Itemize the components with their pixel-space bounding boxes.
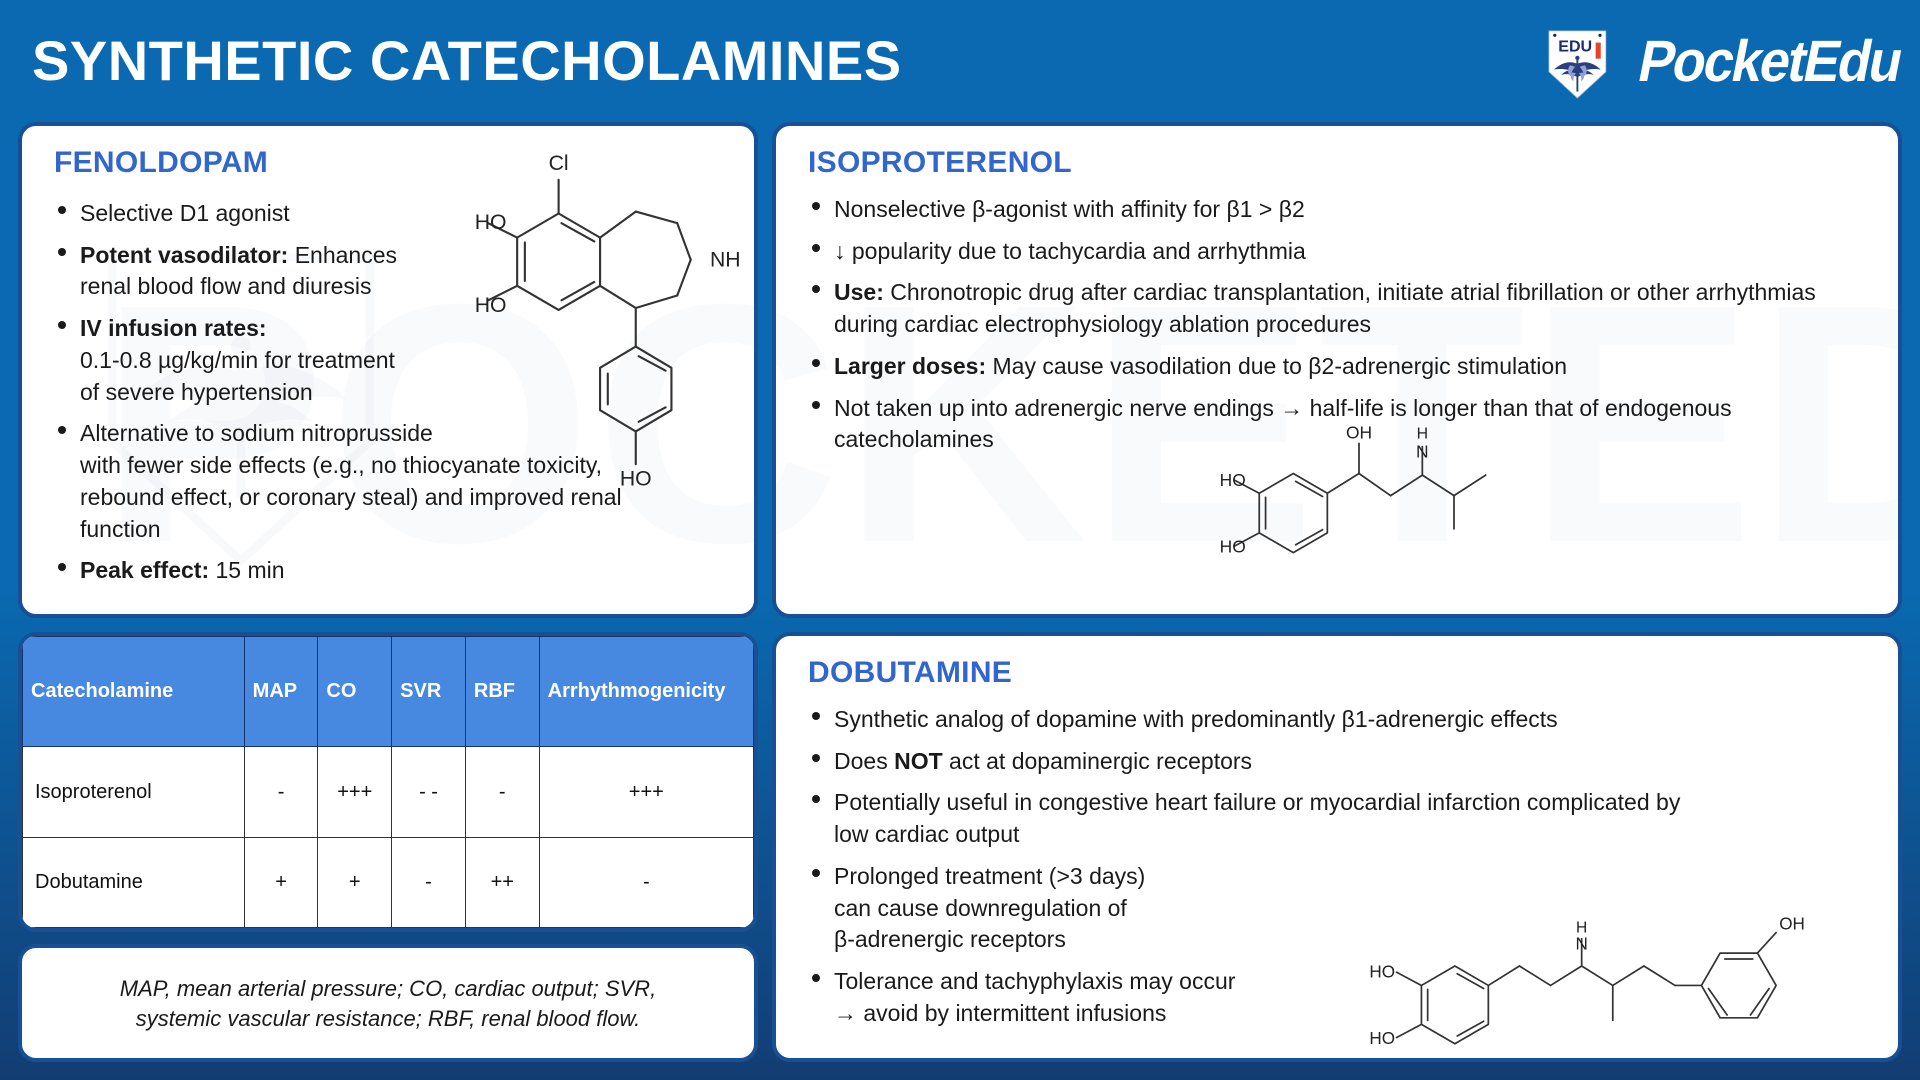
svg-text:Cl: Cl	[549, 152, 569, 175]
svg-text:H: H	[1417, 426, 1428, 443]
svg-text:N: N	[1416, 442, 1429, 462]
svg-text:HO: HO	[620, 467, 652, 490]
svg-text:OH: OH	[1779, 914, 1805, 933]
svg-text:HO: HO	[1220, 537, 1246, 557]
svg-text:HO: HO	[1220, 470, 1246, 490]
svg-text:HO: HO	[475, 294, 507, 317]
svg-text:HO: HO	[475, 211, 507, 234]
svg-text:HO: HO	[1369, 1029, 1395, 1048]
svg-text:HO: HO	[1369, 963, 1395, 982]
svg-text:OH: OH	[1346, 426, 1372, 443]
svg-text:N: N	[1575, 935, 1587, 954]
svg-text:NH: NH	[710, 249, 741, 272]
svg-text:EDU: EDU	[1558, 37, 1592, 55]
